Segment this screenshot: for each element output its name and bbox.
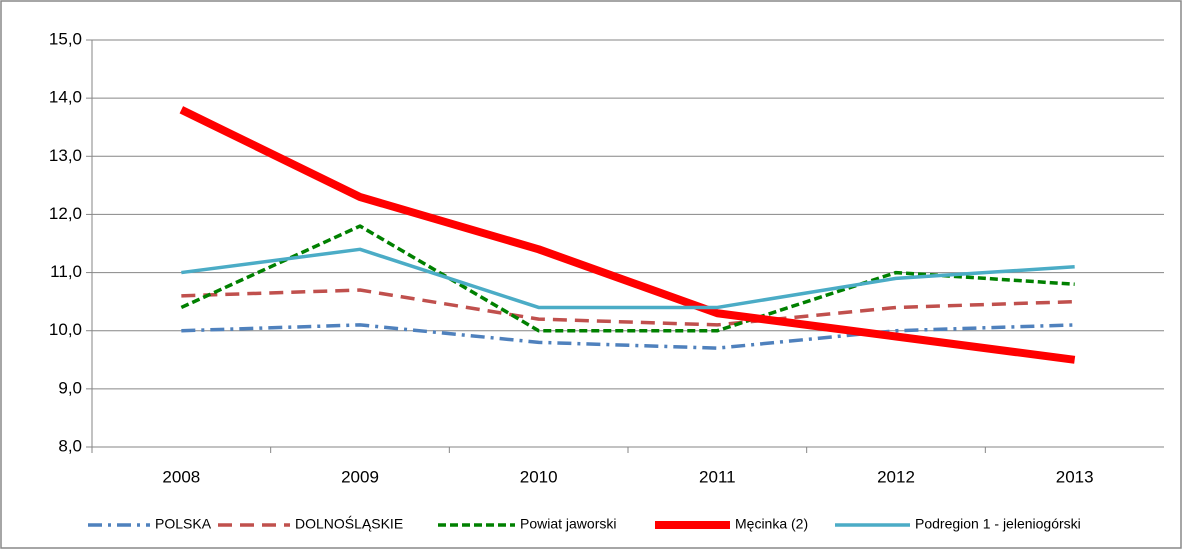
y-tick-label: 13,0 [49, 146, 82, 165]
x-tick-label: 2011 [699, 467, 736, 486]
x-tick-label: 2008 [162, 467, 200, 486]
series-line [181, 288, 1075, 327]
legend-label: Podregion 1 - jeleniogórski [915, 516, 1081, 532]
series-line [181, 247, 1075, 310]
grid: 8,0 9,0 10,0 11,0 12,0 13,0 14,0 15,0 2008 2009 20… [49, 29, 1164, 486]
y-tick-label: 9,0 [58, 378, 82, 397]
legend-label: Męcinka (2) [735, 516, 808, 532]
y-tick-label: 14,0 [49, 88, 82, 107]
series-line [179, 106, 1076, 364]
legend-label: DOLNOŚLĄSKIE [295, 515, 403, 532]
y-tick-label: 11,0 [50, 262, 82, 281]
y-tick-label: 8,0 [58, 436, 82, 455]
legend-label: POLSKA [155, 516, 212, 532]
series-line [180, 224, 1075, 333]
x-tick-label: 2012 [877, 467, 915, 486]
x-tick-label: 2009 [341, 467, 379, 486]
legend-label: Powiat jaworski [520, 516, 616, 532]
y-tick-label: 12,0 [49, 204, 82, 223]
series-line [181, 323, 1075, 350]
y-tick-label: 15,0 [49, 29, 82, 48]
x-tick-label: 2013 [1056, 467, 1094, 486]
y-tick-label: 10,0 [49, 320, 82, 339]
x-tick-label: 2010 [520, 467, 558, 486]
lines [179, 106, 1076, 364]
legend: POLSKA DOLNOŚLĄSKIE Powiat jaworski Męcinka… [88, 515, 1081, 532]
